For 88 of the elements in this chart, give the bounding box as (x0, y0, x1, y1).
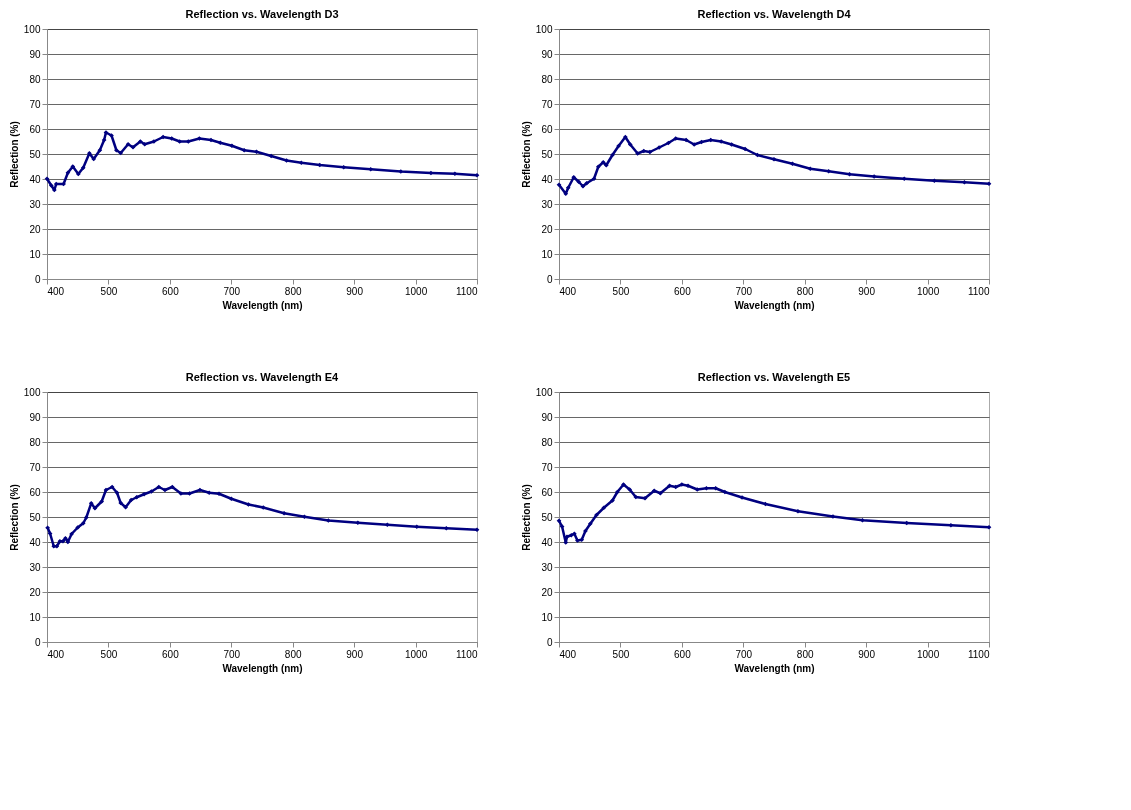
y-tick-label: 60 (541, 486, 553, 498)
y-tick-label: 30 (29, 561, 41, 573)
x-axis-title: Wavelength (nm) (734, 662, 815, 674)
y-tick-label: 40 (29, 173, 41, 185)
x-tick-label: 500 (100, 648, 118, 660)
x-tick-label: 500 (100, 285, 118, 297)
y-tick-label: 70 (541, 98, 553, 110)
x-tick-label: 600 (674, 285, 692, 297)
y-tick-label: 60 (541, 123, 553, 135)
y-tick-label: 10 (541, 248, 553, 260)
x-tick-label: 400 (559, 285, 577, 297)
y-tick-label: 0 (546, 636, 553, 648)
y-tick-label: 20 (29, 586, 41, 598)
y-tick-label: 50 (29, 511, 41, 523)
y-tick-label: 20 (541, 223, 553, 235)
x-tick-label: 800 (284, 648, 302, 660)
x-tick-label: 900 (346, 648, 364, 660)
x-tick-label: 400 (559, 648, 577, 660)
x-tick-label: 700 (735, 648, 753, 660)
y-tick-label: 90 (29, 411, 41, 423)
y-tick-label: 30 (29, 198, 41, 210)
x-tick-label: 800 (796, 285, 814, 297)
y-tick-label: 100 (535, 386, 553, 398)
y-tick-label: 20 (541, 586, 553, 598)
y-tick-label: 20 (29, 223, 41, 235)
y-tick-label: 100 (23, 23, 41, 35)
y-tick-label: 50 (541, 511, 553, 523)
y-tick-label: 50 (541, 148, 553, 160)
y-tick-label: 90 (541, 411, 553, 423)
x-tick-label: 600 (674, 648, 692, 660)
x-axis-title: Wavelength (nm) (222, 662, 303, 674)
y-tick-label: 70 (29, 461, 41, 473)
y-tick-label: 70 (541, 461, 553, 473)
chart-title: Reflection vs. Wavelength E4 (185, 371, 340, 383)
y-tick-label: 40 (541, 536, 553, 548)
x-tick-label: 900 (858, 648, 876, 660)
y-tick-label: 30 (541, 561, 553, 573)
y-tick-label: 0 (546, 273, 553, 285)
x-tick-label: 1100 (967, 648, 990, 660)
y-tick-label: 60 (29, 123, 41, 135)
y-tick-label: 80 (29, 436, 41, 448)
x-tick-label: 900 (346, 285, 364, 297)
x-tick-label: 500 (612, 648, 630, 660)
x-tick-label: 1000 (404, 648, 428, 660)
x-tick-label: 1100 (455, 648, 478, 660)
chart-title: Reflection vs. Wavelength D3 (185, 8, 339, 20)
x-tick-label: 400 (47, 648, 65, 660)
x-tick-label: 600 (162, 648, 180, 660)
x-tick-label: 900 (858, 285, 876, 297)
x-axis-title: Wavelength (nm) (222, 299, 303, 311)
y-tick-label: 90 (541, 48, 553, 60)
x-tick-label: 1000 (916, 648, 940, 660)
chart-title: Reflection vs. Wavelength E5 (697, 371, 851, 383)
y-tick-label: 100 (535, 23, 553, 35)
y-tick-label: 80 (541, 73, 553, 85)
y-tick-label: 0 (34, 273, 41, 285)
y-tick-label: 40 (541, 173, 553, 185)
y-axis-title: Reflection (%) (8, 484, 20, 551)
x-tick-label: 1000 (404, 285, 428, 297)
x-tick-label: 1100 (967, 285, 990, 297)
y-tick-label: 80 (29, 73, 41, 85)
x-tick-label: 1100 (455, 285, 478, 297)
y-tick-label: 10 (541, 611, 553, 623)
x-tick-label: 500 (612, 285, 630, 297)
x-tick-label: 700 (735, 285, 753, 297)
y-tick-label: 90 (29, 48, 41, 60)
y-tick-label: 50 (29, 148, 41, 160)
y-axis-title: Reflection (%) (8, 121, 20, 188)
x-tick-label: 600 (162, 285, 180, 297)
x-tick-label: 800 (796, 648, 814, 660)
x-tick-label: 1000 (916, 285, 940, 297)
y-tick-label: 40 (29, 536, 41, 548)
x-axis-title: Wavelength (nm) (734, 299, 815, 311)
x-tick-label: 700 (223, 285, 241, 297)
y-tick-label: 30 (541, 198, 553, 210)
y-tick-label: 10 (29, 611, 41, 623)
y-tick-label: 70 (29, 98, 41, 110)
y-tick-label: 0 (34, 636, 41, 648)
y-tick-label: 100 (23, 386, 41, 398)
y-axis-title: Reflection (%) (520, 484, 532, 551)
y-axis-title: Reflection (%) (520, 121, 532, 188)
chart-title: Reflection vs. Wavelength D4 (697, 8, 852, 20)
x-tick-label: 700 (223, 648, 241, 660)
x-tick-label: 800 (284, 285, 302, 297)
y-tick-label: 60 (29, 486, 41, 498)
y-tick-label: 80 (541, 436, 553, 448)
x-tick-label: 400 (47, 285, 65, 297)
y-tick-label: 10 (29, 248, 41, 260)
